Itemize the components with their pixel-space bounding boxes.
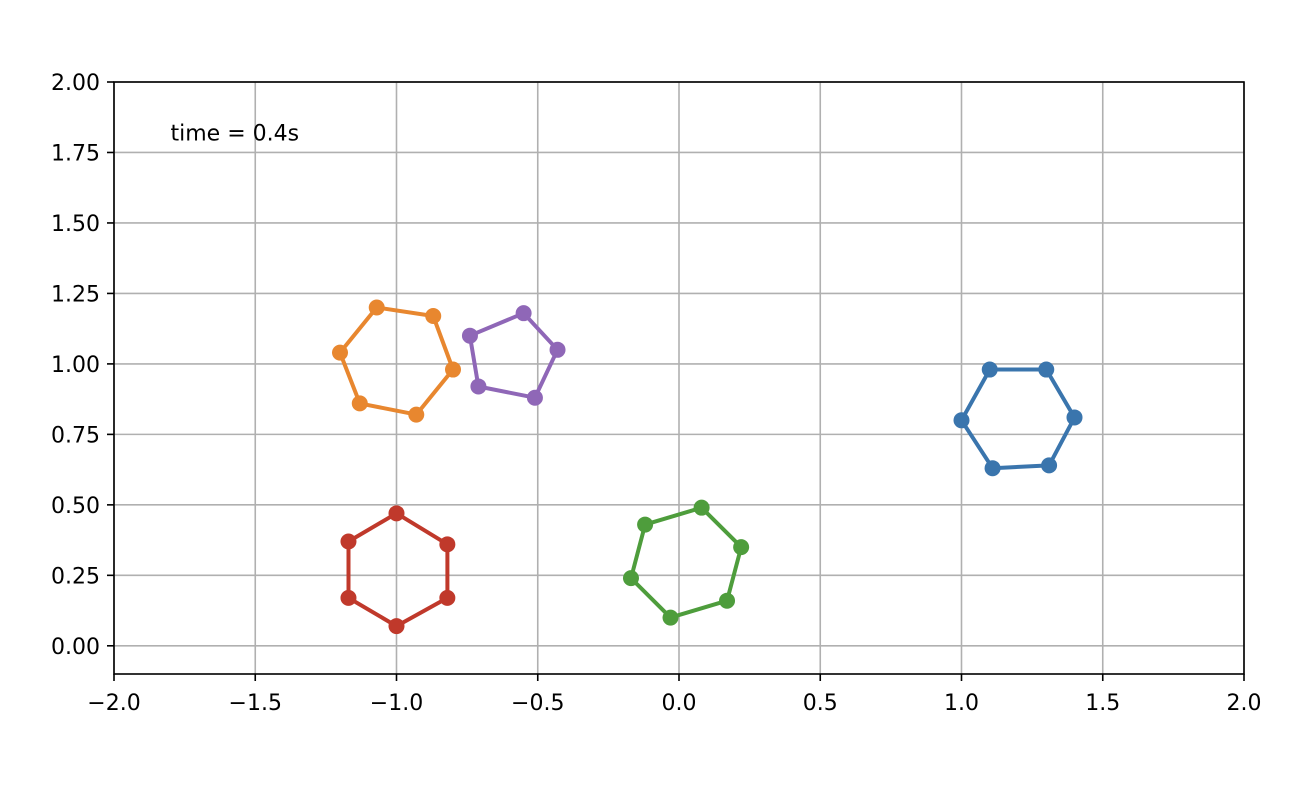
series-point: [1066, 409, 1083, 426]
x-tick-label: 0.5: [803, 691, 838, 716]
series-point: [332, 344, 348, 361]
x-tick-label: 2.0: [1227, 691, 1262, 716]
y-tick-label: 1.75: [51, 141, 100, 166]
y-tick-label: 1.50: [51, 212, 100, 237]
y-tick-label: 0.00: [51, 635, 100, 660]
x-tick-label: 1.5: [1085, 691, 1120, 716]
series-point: [368, 299, 385, 316]
x-tick-label: 1.0: [944, 691, 979, 716]
series-0: [953, 361, 1083, 477]
series-point: [733, 539, 750, 556]
series-point: [351, 395, 368, 412]
y-tick-label: 0.25: [51, 564, 100, 589]
series-point: [526, 389, 543, 406]
x-tick-label: −0.5: [511, 691, 564, 716]
y-tick-label: 2.00: [51, 71, 100, 96]
series-point: [637, 516, 654, 533]
series-point: [515, 305, 532, 322]
series-4: [622, 499, 750, 626]
series-point: [549, 341, 566, 358]
series-point: [388, 618, 405, 635]
series-point: [445, 361, 461, 378]
series-line: [467, 311, 560, 400]
series-3: [340, 505, 456, 635]
series-point: [340, 589, 357, 606]
series-point: [461, 327, 478, 344]
series-point: [470, 378, 487, 395]
y-tick-label: 0.75: [51, 423, 100, 448]
series-point: [439, 589, 456, 606]
series-point: [1038, 361, 1055, 378]
x-tick-label: −1.0: [370, 691, 423, 716]
series-point: [953, 412, 970, 429]
ticks: −2.0 −1.5 −1.0 −0.5 0.0 0.5 1.0 1.5 2.0 0.00 0.25 0…: [51, 71, 1261, 716]
series-point: [340, 533, 357, 550]
y-tick-label: 0.50: [51, 494, 100, 519]
series-1: [332, 299, 461, 423]
series-2: [461, 305, 566, 406]
time-annotation: time = 0.4s: [171, 121, 300, 146]
x-tick-label: −1.5: [229, 691, 282, 716]
x-tick-label: 0.0: [662, 691, 697, 716]
x-tick-label: −2.0: [87, 691, 140, 716]
series-point: [662, 609, 679, 626]
series-group: [332, 299, 1083, 635]
series-point: [981, 361, 998, 378]
series-point: [622, 570, 639, 587]
series-point: [388, 505, 405, 522]
series-point: [719, 592, 736, 609]
series-point: [693, 499, 710, 516]
y-tick-label: 1.00: [51, 353, 100, 378]
series-point: [439, 536, 456, 553]
series-point: [1041, 457, 1058, 474]
y-tick-label: 1.25: [51, 282, 100, 307]
series-point: [408, 406, 425, 423]
series-point: [425, 307, 442, 324]
series-point: [984, 460, 1001, 477]
